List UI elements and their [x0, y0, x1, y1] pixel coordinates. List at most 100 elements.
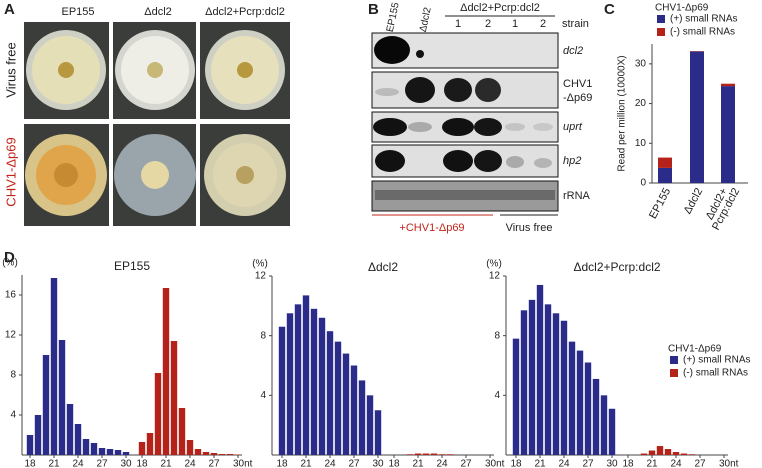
- probe-label: rRNA: [563, 190, 591, 202]
- bar: [318, 317, 326, 455]
- x-tick-label: 27: [96, 459, 108, 468]
- bar: [552, 313, 560, 455]
- x-tick-label: 24: [324, 459, 336, 468]
- bar: [58, 340, 66, 455]
- column-label: EP155: [61, 6, 94, 18]
- x-tick-label: 30nt: [485, 459, 505, 468]
- bar: [374, 410, 382, 455]
- bar: [688, 454, 696, 455]
- bar: [234, 454, 242, 455]
- column-label: Δdcl2: [144, 6, 172, 18]
- bar: [286, 313, 294, 455]
- x-tick-label: 30nt: [719, 459, 739, 468]
- bar: [138, 442, 146, 455]
- legend-label: (+) small RNAs: [670, 14, 738, 25]
- bar: [608, 408, 616, 455]
- lane-label: Δdcl2: [418, 6, 434, 33]
- group-label: Δdcl2+Pcrp:dcl2: [460, 2, 540, 14]
- legend-swatch: [657, 15, 665, 23]
- bar: [66, 404, 74, 455]
- legend-swatch: [670, 356, 678, 364]
- bar: [310, 308, 318, 455]
- bar: [90, 443, 98, 455]
- legend-label: (+) small RNAs: [683, 355, 751, 366]
- bar: [446, 454, 454, 455]
- x-tick-label: 18: [388, 459, 400, 468]
- x-tick-label: 18: [622, 459, 634, 468]
- y-tick-label: 4: [260, 390, 266, 401]
- legend-title: CHV1-Δp69: [668, 344, 722, 355]
- bar: [520, 310, 528, 455]
- bar: [278, 326, 286, 455]
- column-label: Δdcl2+Pcrp:dcl2: [205, 6, 285, 18]
- bar: [512, 338, 520, 455]
- bar: [194, 449, 202, 455]
- bar: [162, 288, 170, 455]
- x-tick-label: 18: [24, 459, 36, 468]
- x-tick-label: 21: [412, 459, 424, 468]
- bar: [42, 355, 50, 455]
- bar: [406, 454, 414, 455]
- bar: [430, 453, 438, 455]
- y-axis-label: Read per million (10000X): [617, 55, 628, 171]
- x-tick-label: EP155: [647, 186, 673, 221]
- chart-title: Δdcl2: [368, 260, 398, 274]
- bar: [98, 448, 106, 455]
- bar: [656, 446, 664, 455]
- panel-label: C: [604, 1, 615, 18]
- bar: [302, 295, 310, 455]
- panel-label: A: [4, 1, 15, 18]
- bar: [664, 449, 672, 455]
- x-tick-label: 18: [136, 459, 148, 468]
- bar: [114, 450, 122, 455]
- legend-label: (-) small RNAs: [683, 368, 748, 379]
- y-tick-label: 16: [5, 290, 17, 301]
- bar: [560, 320, 568, 455]
- x-tick-label: 30nt: [233, 459, 253, 468]
- bar: [226, 454, 234, 455]
- bar-segment: [721, 86, 735, 183]
- y-tick-label: 12: [255, 271, 267, 282]
- x-tick-label: 30: [120, 459, 132, 468]
- x-tick-label: 21: [534, 459, 546, 468]
- bar: [568, 341, 576, 455]
- bar: [122, 452, 130, 455]
- bracket-label: Virus free: [506, 222, 553, 234]
- legend-label: (-) small RNAs: [670, 27, 735, 38]
- y-tick-label: 4: [10, 410, 16, 421]
- bar: [178, 408, 186, 455]
- x-tick-label: 27: [208, 459, 220, 468]
- bar: [600, 395, 608, 455]
- panel-label: B: [368, 1, 379, 18]
- sublane-label: 2: [485, 18, 491, 30]
- y-tick-label: 20: [635, 98, 647, 109]
- bar: [358, 380, 366, 455]
- bar: [584, 362, 592, 455]
- bar: [326, 331, 334, 455]
- sublane-label: 1: [455, 18, 461, 30]
- bar: [186, 440, 194, 455]
- bar: [350, 365, 358, 455]
- probe-label: -Δp69: [563, 92, 592, 104]
- bar-segment: [658, 167, 672, 183]
- probe-label: hp2: [563, 155, 581, 167]
- x-tick-label: 30: [606, 459, 618, 468]
- bar: [210, 453, 218, 455]
- bar: [528, 299, 536, 455]
- bar: [74, 424, 82, 455]
- chart-title: Δdcl2+Pcrp:dcl2: [573, 260, 660, 274]
- bar: [154, 373, 162, 455]
- bar: [170, 341, 178, 455]
- y-tick-label: 8: [10, 370, 16, 381]
- x-tick-label: 21: [160, 459, 172, 468]
- y-tick-label: 4: [494, 390, 500, 401]
- bar: [576, 350, 584, 455]
- bar-segment: [658, 157, 672, 168]
- bar: [26, 435, 34, 455]
- bar: [640, 453, 648, 455]
- x-tick-label: 21: [48, 459, 60, 468]
- x-tick-label: 18: [276, 459, 288, 468]
- bar: [294, 304, 302, 455]
- bar: [50, 278, 58, 455]
